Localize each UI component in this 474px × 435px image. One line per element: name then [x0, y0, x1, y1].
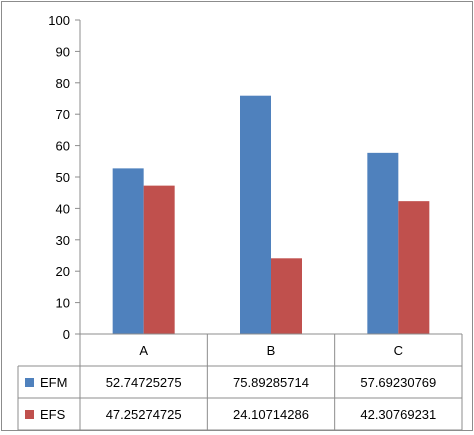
- table-cell: 75.89285714: [233, 375, 309, 390]
- table-cell: 52.74725275: [106, 375, 182, 390]
- bar-chart: 0 10 20 30 40 50 60 70 80 90 100 A B C EFM 52.74725275…: [17, 13, 463, 431]
- bar-efs-a: [143, 185, 175, 334]
- table-cell: 24.10714286: [233, 407, 309, 422]
- legend-label-efs: EFS: [40, 407, 66, 422]
- y-tick-label: 90: [56, 44, 70, 59]
- bar-efs-c: [398, 201, 430, 334]
- bars: [112, 95, 430, 334]
- y-tick-label: 0: [63, 327, 70, 342]
- legend-swatch-efs: [25, 410, 34, 419]
- bar-efm-a: [112, 168, 144, 334]
- bar-efm-c: [367, 152, 399, 334]
- category-label: B: [267, 343, 276, 358]
- y-tick-label: 20: [56, 264, 70, 279]
- legend-label-efm: EFM: [40, 375, 67, 390]
- bar-efs-b: [271, 258, 302, 334]
- y-tick-label: 10: [56, 296, 70, 311]
- y-tick-label: 60: [56, 139, 70, 154]
- category-label: A: [139, 343, 148, 358]
- y-axis: 0 10 20 30 40 50 60 70 80 90 100: [48, 13, 81, 342]
- category-label: C: [394, 343, 403, 358]
- y-tick-label: 80: [56, 76, 70, 91]
- y-tick-label: 100: [48, 13, 70, 28]
- y-tick-label: 70: [56, 107, 70, 122]
- data-table: A B C EFM 52.74725275 75.89285714 57.69230769 E…: [17, 333, 463, 431]
- y-tick-label: 40: [56, 201, 70, 216]
- y-tick-label: 50: [56, 170, 70, 185]
- bar-efm-b: [240, 95, 271, 334]
- y-tick-label: 30: [56, 233, 70, 248]
- legend-swatch-efm: [25, 378, 34, 387]
- table-cell: 47.25274725: [106, 407, 182, 422]
- table-cell: 57.69230769: [360, 375, 436, 390]
- table-cell: 42.30769231: [360, 407, 436, 422]
